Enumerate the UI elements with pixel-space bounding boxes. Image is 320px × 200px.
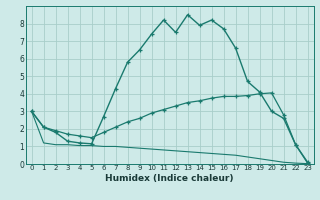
X-axis label: Humidex (Indice chaleur): Humidex (Indice chaleur) <box>105 174 234 183</box>
